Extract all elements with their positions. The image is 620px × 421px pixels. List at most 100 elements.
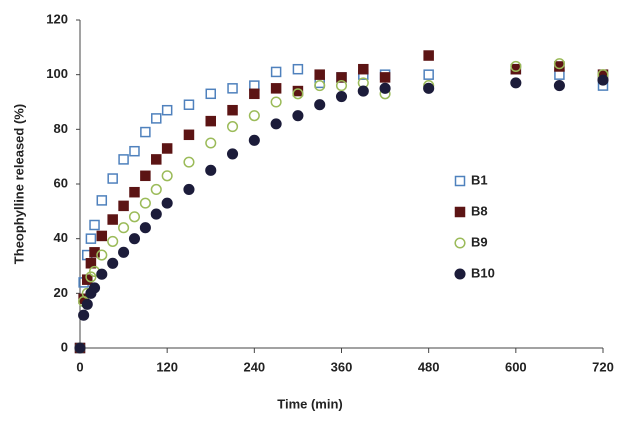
point — [161, 170, 173, 182]
point — [226, 148, 239, 160]
point — [128, 233, 141, 245]
point — [150, 208, 162, 220]
point — [74, 342, 86, 354]
y-tick-label: 120 — [46, 11, 68, 26]
point — [249, 88, 260, 100]
y-tick-label: 80 — [54, 121, 68, 136]
point — [161, 104, 173, 116]
y-tick-label: 20 — [54, 285, 68, 300]
point — [107, 235, 119, 247]
point — [553, 58, 565, 70]
point — [118, 246, 130, 258]
point — [89, 219, 100, 231]
x-axis-label: Time (min) — [277, 396, 343, 411]
point — [183, 129, 195, 141]
x-tick-label: 480 — [418, 359, 440, 374]
legend-label: B10 — [471, 265, 495, 280]
point — [118, 200, 129, 212]
legend-marker — [454, 175, 466, 187]
point — [81, 298, 93, 310]
y-tick-label: 40 — [54, 230, 68, 245]
point — [205, 88, 216, 100]
x-tick-label: 600 — [505, 359, 527, 374]
x-tick-label: 720 — [592, 359, 614, 374]
point — [151, 154, 162, 165]
point — [96, 230, 108, 242]
point — [107, 173, 118, 184]
y-tick-label: 0 — [61, 339, 68, 354]
point — [423, 82, 435, 94]
point — [107, 214, 118, 225]
x-tick-label: 240 — [243, 359, 265, 374]
point — [314, 80, 326, 92]
x-tick-label: 120 — [156, 359, 178, 374]
point — [88, 282, 101, 294]
point — [553, 80, 565, 92]
point — [150, 183, 162, 196]
point — [151, 113, 162, 124]
point — [96, 249, 108, 261]
legend-marker — [454, 206, 466, 218]
point — [78, 309, 90, 321]
point — [270, 66, 282, 78]
point — [140, 126, 151, 138]
point — [335, 90, 348, 103]
point — [357, 85, 369, 97]
point — [96, 268, 108, 280]
point — [96, 195, 108, 206]
point — [335, 80, 348, 92]
point — [139, 222, 151, 234]
point — [205, 137, 217, 149]
point — [118, 154, 129, 165]
y-tick-label: 100 — [46, 66, 68, 81]
point — [379, 82, 391, 94]
legend-label: B1 — [471, 172, 488, 187]
point — [270, 83, 282, 94]
point — [183, 156, 195, 168]
point — [226, 121, 239, 133]
y-tick-label: 60 — [54, 175, 68, 190]
point — [597, 74, 609, 86]
point — [314, 99, 326, 111]
point — [85, 233, 97, 244]
point — [270, 96, 282, 108]
point — [227, 83, 238, 94]
point — [292, 63, 304, 75]
point — [118, 222, 130, 234]
y-axis-label: Theophylline released (%) — [11, 104, 26, 264]
point — [423, 50, 434, 61]
point — [270, 118, 282, 130]
x-tick-label: 360 — [331, 359, 353, 374]
point — [161, 143, 173, 154]
legend-label: B9 — [471, 234, 488, 249]
point — [227, 104, 238, 116]
point — [139, 197, 151, 209]
legend-label: B8 — [471, 203, 488, 218]
point — [128, 211, 141, 223]
point — [510, 77, 522, 89]
point — [379, 72, 391, 83]
point — [292, 110, 304, 122]
point — [129, 145, 140, 157]
point — [89, 247, 100, 258]
legend-marker — [454, 268, 466, 280]
point — [423, 69, 434, 80]
point — [85, 271, 97, 283]
point — [183, 183, 195, 196]
point — [140, 170, 151, 182]
point — [314, 69, 325, 80]
point — [107, 257, 119, 269]
point — [205, 164, 217, 176]
point — [205, 115, 216, 127]
point — [129, 186, 140, 198]
point — [248, 110, 260, 122]
point — [292, 88, 304, 100]
point — [336, 72, 347, 83]
point — [248, 134, 260, 146]
point — [183, 99, 195, 110]
legend-marker — [454, 237, 466, 249]
point — [161, 197, 173, 209]
point — [358, 63, 369, 75]
x-tick-label: 0 — [76, 359, 83, 374]
